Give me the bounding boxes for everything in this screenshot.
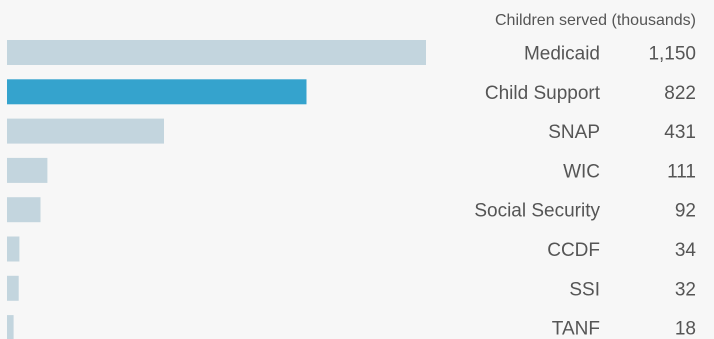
category-label-snap: SNAP — [548, 122, 600, 143]
bar-ccdf — [7, 236, 20, 262]
value-label-social-security: 92 — [675, 201, 696, 222]
value-label-child-support: 822 — [664, 83, 696, 104]
category-label-wic: WIC — [563, 161, 600, 182]
value-label-ccdf: 34 — [675, 240, 697, 261]
category-label-medicaid: Medicaid — [524, 44, 600, 65]
category-label-ssi: SSI — [569, 279, 600, 300]
bar-ssi — [7, 275, 19, 301]
category-label-ccdf: CCDF — [547, 240, 600, 261]
value-label-ssi: 32 — [675, 279, 696, 300]
value-label-wic: 111 — [667, 161, 696, 182]
category-labels-group: Medicaid Child Support SNAP WIC Social Secur… — [474, 44, 600, 339]
bar-social-security — [7, 197, 41, 223]
value-column-header: Children served (thousands) — [495, 12, 696, 29]
bar-child-support — [7, 79, 307, 105]
category-label-social-security: Social Security — [474, 201, 600, 222]
value-label-tanf: 18 — [675, 319, 696, 339]
bars-group — [7, 40, 426, 339]
bar-tanf — [7, 315, 14, 339]
bar-medicaid — [7, 40, 426, 65]
bar-wic — [7, 157, 48, 183]
category-label-child-support: Child Support — [485, 83, 601, 104]
value-label-snap: 431 — [664, 122, 696, 143]
value-label-medicaid: 1,150 — [648, 44, 696, 65]
bar-snap — [7, 118, 164, 144]
value-labels-group: 1,150 822 431 111 92 34 32 18 — [648, 44, 696, 339]
category-label-tanf: TANF — [552, 319, 600, 339]
